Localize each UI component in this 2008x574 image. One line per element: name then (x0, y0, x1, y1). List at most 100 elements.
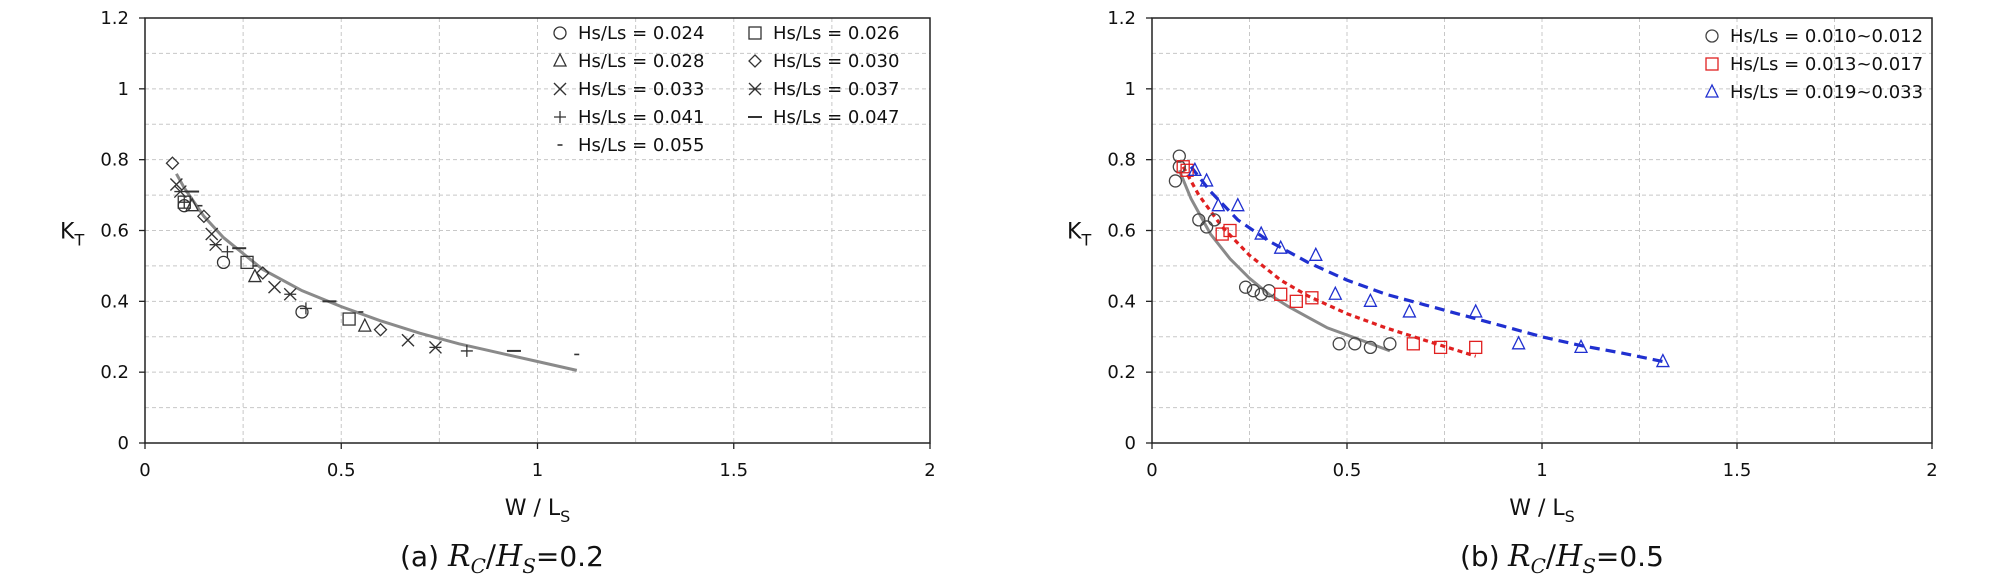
legend-marker (553, 82, 567, 96)
data-point-5 (268, 280, 282, 294)
data-point-3 (357, 317, 372, 332)
data-point-5 (401, 333, 415, 347)
legend: Hs/Ls = 0.010~0.012 Hs/Ls = 0.013~0.017 Hs… (1704, 26, 1923, 103)
y-tick-label: 1.2 (1107, 8, 1136, 29)
data-point-3 (1273, 239, 1288, 254)
data-point-7 (460, 344, 473, 357)
legend-marker (554, 111, 566, 123)
series-8 (185, 190, 521, 352)
chart-panel-2: 0 0.5 1 1.5 2 0 0.2 0.4 0.6 0.8 1 1.2 W / LS KT Hs/Ls … (1067, 8, 1938, 574)
x-tick-label: 0.5 (327, 460, 356, 481)
x-tick-label: 0 (139, 460, 150, 481)
data-point-1 (1192, 213, 1206, 227)
legend-marker (1704, 83, 1720, 98)
data-point-3 (1573, 338, 1589, 354)
series-9 (197, 204, 580, 356)
data-point-2 (240, 255, 254, 270)
x-tick-label: 1.5 (1723, 460, 1752, 481)
legend-label: Hs/Ls = 0.010~0.012 (1730, 26, 1923, 47)
data-point-2 (1215, 227, 1229, 241)
data-point-1 (1332, 337, 1346, 351)
data-point-1 (1207, 213, 1222, 227)
data-point-3 (1308, 246, 1323, 261)
data-point-2 (1176, 160, 1190, 174)
x-tick-label: 2 (924, 460, 935, 481)
data-point-2 (1180, 163, 1194, 177)
legend-label: Hs/Ls = 0.026 (773, 23, 899, 44)
legend-marker (748, 82, 762, 96)
data-point-6 (209, 238, 223, 252)
x-tick-label: 1 (1536, 460, 1547, 481)
fit-line-1 (1177, 169, 1391, 353)
data-point-3 (1187, 161, 1202, 176)
legend-marker (748, 54, 762, 68)
data-point-6 (283, 287, 297, 301)
legend-label: Hs/Ls = 0.024 (578, 23, 704, 44)
y-tick-label: 1 (1125, 79, 1136, 100)
series-6 (173, 185, 442, 354)
legend-label: Hs/Ls = 0.028 (578, 51, 704, 72)
y-tick-label: 0 (118, 433, 129, 454)
legend-label: Hs/Ls = 0.037 (773, 79, 899, 100)
data-point-1 (295, 305, 309, 319)
data-point-1 (1383, 337, 1397, 351)
panel-caption: (b) RC/HS=0.5 (1460, 539, 1664, 574)
data-point-7 (178, 196, 191, 209)
y-axis-label: KT (1067, 220, 1091, 250)
panel-caption: (a) RC/HS=0.2 (400, 539, 604, 574)
y-tick-label: 0.6 (1107, 221, 1136, 242)
legend-marker (1705, 29, 1719, 43)
data-point-5 (169, 177, 183, 191)
data-point-3 (1211, 197, 1226, 212)
data-point-2 (1223, 223, 1237, 238)
data-point-2 (1305, 291, 1319, 305)
data-point-2 (1274, 287, 1288, 301)
legend-marker (553, 26, 567, 40)
chart-panel-1: 0 0.5 1 1.5 2 0 0.2 0.4 0.6 0.8 1 1.2 W / LS KT Hs/Ls … (60, 8, 936, 574)
legend: Hs/Ls = 0.024 Hs/Ls = 0.026 Hs/Ls = 0.028 H… (552, 23, 899, 156)
caption-prefix: (b) (1460, 540, 1500, 573)
data-point-3 (185, 197, 200, 212)
series-5 (169, 177, 415, 347)
data-point-3 (1402, 303, 1417, 318)
data-point-4 (373, 322, 388, 337)
data-point-1 (1168, 174, 1183, 188)
caption-math: RC/HS=0.5 (1507, 539, 1664, 574)
data-point-1 (1238, 280, 1253, 294)
legend-label: Hs/Ls = 0.013~0.017 (1730, 54, 1923, 75)
data-point-3 (1254, 225, 1269, 240)
data-point-3 (247, 268, 262, 283)
series-4 (165, 156, 388, 337)
y-tick-label: 1.2 (100, 8, 129, 29)
x-axis-label: W / LS (1509, 496, 1575, 526)
data-point-1 (1254, 287, 1268, 301)
series-3 (185, 197, 372, 332)
legend-marker (552, 52, 568, 67)
fit-line-1 (175, 173, 578, 372)
series-7 (178, 196, 473, 357)
legend-marker (1705, 57, 1719, 71)
y-tick-label: 0.4 (1107, 291, 1136, 312)
series-3 (1187, 161, 1670, 368)
data-point-4 (196, 209, 211, 224)
data-point-3 (1230, 197, 1245, 212)
data-point-1 (216, 255, 231, 270)
y-tick-label: 0.8 (100, 150, 129, 171)
legend-label: Hs/Ls = 0.019~0.033 (1730, 82, 1923, 103)
data-point-1 (1172, 149, 1186, 163)
x-tick-label: 0 (1146, 460, 1157, 481)
x-tick-label: 2 (1926, 460, 1937, 481)
data-point-1 (1199, 220, 1214, 234)
caption-prefix: (a) (400, 540, 439, 573)
y-tick-label: 1 (118, 79, 129, 100)
x-tick-label: 1.5 (719, 460, 748, 481)
data-point-6 (428, 340, 442, 354)
y-tick-label: 0 (1125, 433, 1136, 454)
data-point-3 (1655, 353, 1670, 368)
series-2 (1176, 160, 1483, 355)
data-point-3 (1199, 172, 1214, 187)
data-point-7 (299, 302, 312, 315)
data-point-2 (342, 312, 356, 326)
data-point-5 (205, 227, 219, 241)
y-tick-label: 0.6 (100, 221, 129, 242)
